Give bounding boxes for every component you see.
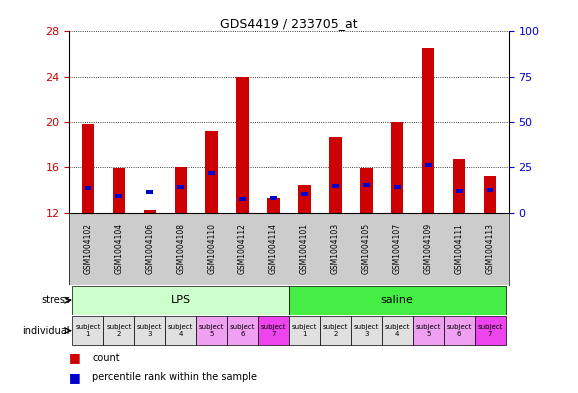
Text: ■: ■: [69, 371, 81, 384]
Text: subject
7: subject 7: [261, 324, 286, 337]
Bar: [444, 316, 475, 345]
Text: GSM1004106: GSM1004106: [145, 223, 154, 274]
Bar: [72, 316, 103, 345]
Bar: [134, 316, 165, 345]
Bar: [298, 185, 310, 213]
Title: GDS4419 / 233705_at: GDS4419 / 233705_at: [220, 17, 358, 30]
Bar: [113, 169, 125, 213]
Text: subject
4: subject 4: [168, 324, 194, 337]
Bar: [391, 122, 403, 213]
Bar: [270, 196, 277, 200]
Bar: [289, 286, 506, 315]
Bar: [239, 197, 246, 201]
Text: subject
6: subject 6: [446, 324, 472, 337]
Text: GSM1004108: GSM1004108: [176, 223, 185, 274]
Bar: [81, 124, 94, 213]
Text: subject
2: subject 2: [106, 324, 132, 337]
Text: GSM1004114: GSM1004114: [269, 223, 278, 274]
Text: subject
7: subject 7: [477, 324, 503, 337]
Bar: [205, 131, 218, 213]
Bar: [332, 184, 339, 187]
Bar: [116, 194, 123, 198]
Bar: [103, 316, 134, 345]
Bar: [227, 316, 258, 345]
Text: GSM1004109: GSM1004109: [424, 223, 433, 274]
Text: subject
5: subject 5: [416, 324, 441, 337]
Bar: [455, 189, 462, 193]
Text: LPS: LPS: [171, 295, 191, 305]
Bar: [268, 198, 280, 213]
Bar: [351, 316, 382, 345]
Bar: [453, 159, 465, 213]
Text: GSM1004103: GSM1004103: [331, 223, 340, 274]
Text: subject
5: subject 5: [199, 324, 224, 337]
Text: subject
6: subject 6: [230, 324, 255, 337]
Bar: [165, 316, 196, 345]
Text: subject
1: subject 1: [75, 324, 101, 337]
Bar: [320, 316, 351, 345]
Bar: [177, 185, 184, 189]
Bar: [329, 137, 342, 213]
Text: subject
4: subject 4: [384, 324, 410, 337]
Text: count: count: [92, 353, 120, 363]
Bar: [475, 316, 506, 345]
Text: GSM1004101: GSM1004101: [300, 223, 309, 274]
Text: GSM1004104: GSM1004104: [114, 223, 123, 274]
Bar: [394, 185, 401, 189]
Text: GSM1004107: GSM1004107: [393, 223, 402, 274]
Text: subject
2: subject 2: [323, 324, 348, 337]
Text: ■: ■: [69, 351, 81, 364]
Bar: [382, 316, 413, 345]
Text: GSM1004112: GSM1004112: [238, 223, 247, 274]
Bar: [425, 163, 432, 167]
Bar: [175, 167, 187, 213]
Bar: [289, 316, 320, 345]
Text: subject
3: subject 3: [137, 324, 162, 337]
Bar: [72, 286, 289, 315]
Text: individual: individual: [23, 326, 70, 336]
Text: GSM1004105: GSM1004105: [362, 223, 371, 274]
Text: GSM1004113: GSM1004113: [486, 223, 495, 274]
Text: percentile rank within the sample: percentile rank within the sample: [92, 372, 257, 382]
Bar: [258, 316, 289, 345]
Text: subject
1: subject 1: [292, 324, 317, 337]
Bar: [360, 169, 373, 213]
Bar: [143, 210, 156, 213]
Text: subject
3: subject 3: [354, 324, 379, 337]
Text: GSM1004111: GSM1004111: [455, 223, 464, 274]
Bar: [301, 192, 308, 196]
Bar: [146, 191, 153, 195]
Bar: [84, 186, 91, 190]
Bar: [208, 171, 215, 175]
Bar: [484, 176, 497, 213]
Bar: [236, 77, 249, 213]
Bar: [422, 48, 435, 213]
Text: stress: stress: [41, 295, 70, 305]
Bar: [196, 316, 227, 345]
Text: GSM1004110: GSM1004110: [207, 223, 216, 274]
Text: GSM1004102: GSM1004102: [83, 223, 92, 274]
Text: saline: saline: [381, 295, 414, 305]
Bar: [413, 316, 444, 345]
Bar: [487, 188, 494, 192]
Bar: [363, 183, 370, 187]
